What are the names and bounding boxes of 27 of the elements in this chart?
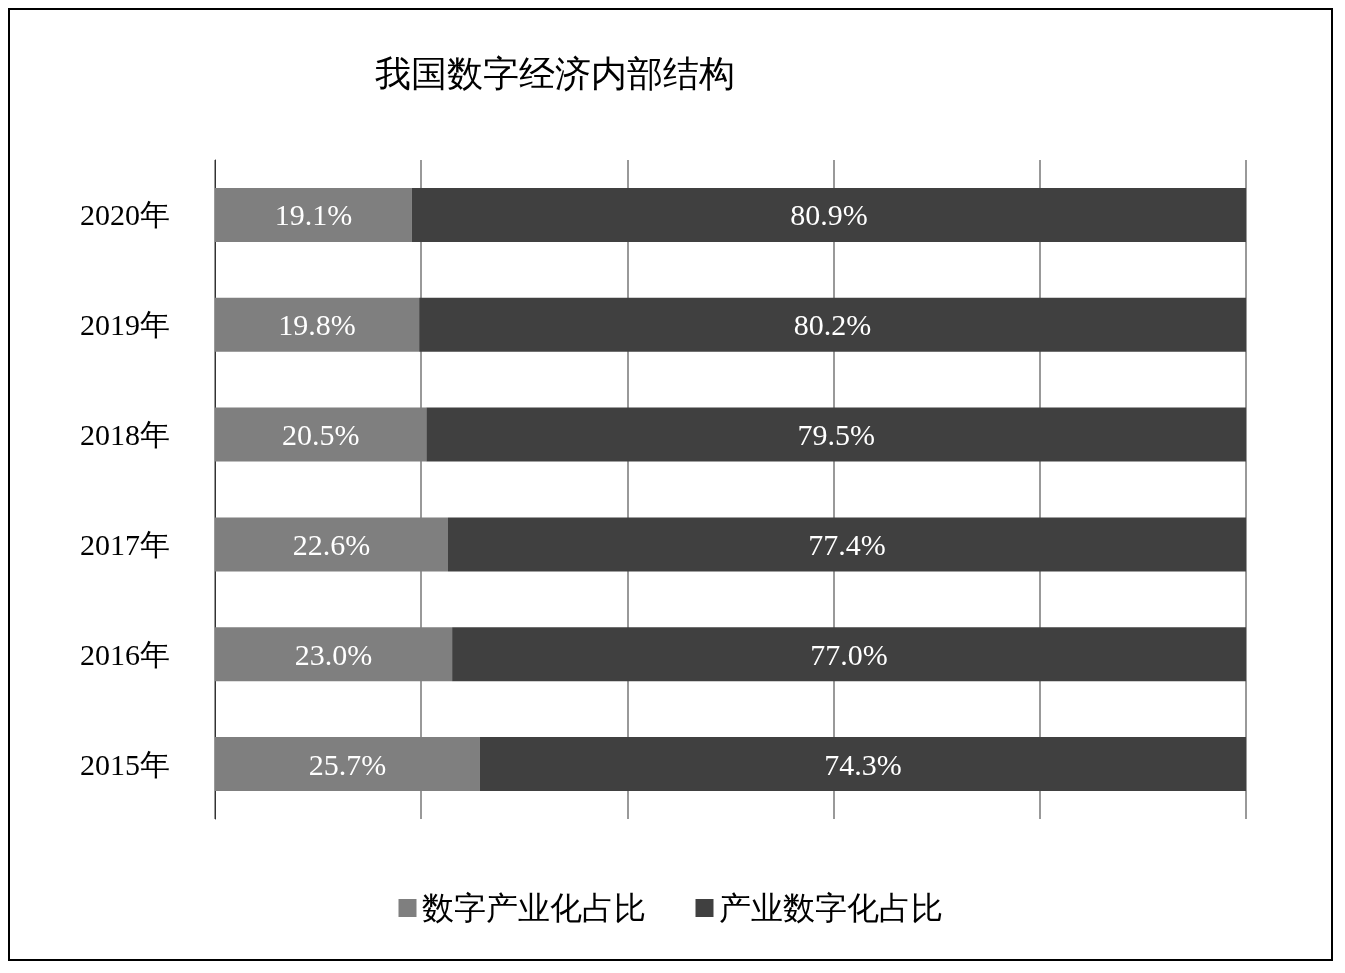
data-label: 22.6%	[292, 527, 371, 561]
y-tick-label: 2020年	[80, 198, 170, 232]
data-label: 79.5%	[797, 418, 875, 452]
data-label: 20.5%	[281, 418, 360, 452]
bar	[419, 297, 1246, 352]
data-label: 23.0%	[294, 637, 373, 671]
y-tick-label: 2018年	[80, 418, 170, 452]
bar	[411, 187, 1246, 242]
y-tick-label: 2019年	[80, 308, 170, 342]
bar	[448, 517, 1246, 572]
data-label: 19.8%	[278, 308, 356, 342]
legend-label: 产业数字化占比	[718, 889, 943, 927]
chart-title: 我国数字经济内部结构	[375, 52, 735, 94]
bar	[479, 737, 1246, 792]
data-label: 80.2%	[793, 308, 872, 342]
y-tick-label: 2017年	[80, 527, 170, 561]
y-tick-label: 2016年	[80, 637, 170, 671]
bar	[452, 627, 1246, 682]
legend-label: 数字产业化占比	[421, 889, 646, 927]
data-label: 74.3%	[824, 747, 902, 781]
data-label: 25.7%	[308, 747, 387, 781]
y-tick-label: 2015年	[80, 747, 170, 781]
bar	[426, 407, 1246, 462]
data-label: 80.9%	[790, 198, 868, 232]
data-label: 77.0%	[810, 637, 888, 671]
data-label: 19.1%	[274, 198, 353, 232]
data-label: 77.4%	[808, 527, 886, 561]
